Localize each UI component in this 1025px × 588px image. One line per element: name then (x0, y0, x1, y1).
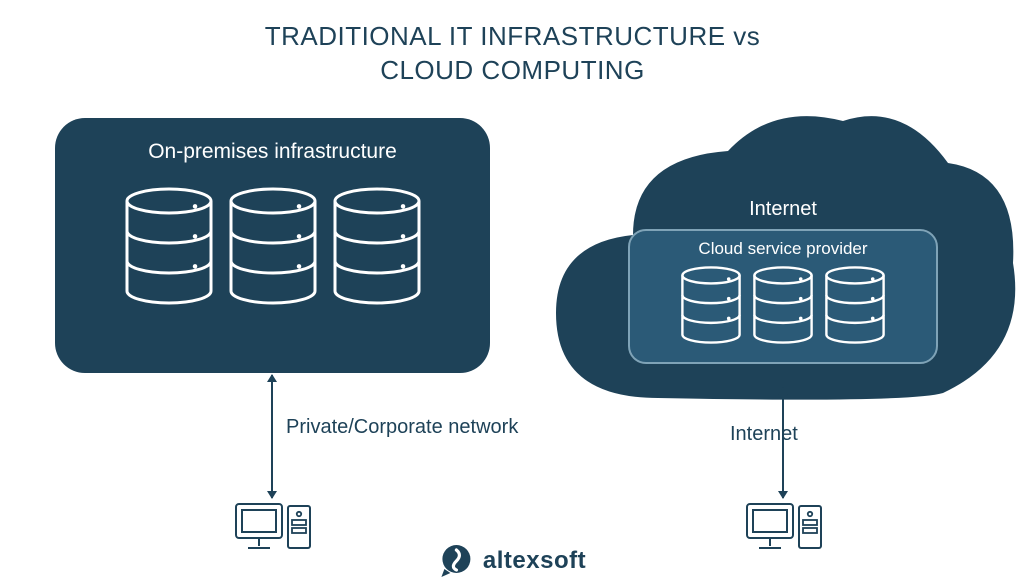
onprem-servers (55, 186, 490, 306)
connector-left (271, 375, 273, 498)
database-icon (824, 265, 886, 345)
connector-right-label: Internet (730, 423, 798, 446)
onprem-panel: On-premises infrastructure (55, 118, 490, 373)
diagram-title: TRADITIONAL IT INFRASTRUCTURE vs CLOUD C… (0, 0, 1025, 88)
computer-icon (234, 500, 312, 561)
database-icon (332, 186, 422, 306)
title-line-2: CLOUD COMPUTING (380, 55, 645, 85)
diagram-canvas: On-premises infrastructure Internet Clou… (0, 88, 1025, 588)
computer-icon (745, 500, 823, 561)
cloud-content: Internet Cloud service provider (548, 198, 1018, 364)
title-line-1: TRADITIONAL IT INFRASTRUCTURE vs (265, 21, 761, 51)
connector-left-label: Private/Corporate network (286, 416, 518, 439)
brand-logo-icon (439, 544, 473, 578)
database-icon (124, 186, 214, 306)
database-icon (752, 265, 814, 345)
brand-name: altexsoft (483, 547, 586, 575)
cloud-panel: Internet Cloud service provider (548, 103, 1018, 393)
provider-box: Cloud service provider (628, 229, 938, 364)
provider-label: Cloud service provider (630, 239, 936, 259)
database-icon (228, 186, 318, 306)
provider-servers (630, 265, 936, 345)
onprem-label: On-premises infrastructure (55, 140, 490, 164)
brand: altexsoft (439, 544, 586, 578)
database-icon (680, 265, 742, 345)
cloud-internet-label: Internet (548, 198, 1018, 221)
